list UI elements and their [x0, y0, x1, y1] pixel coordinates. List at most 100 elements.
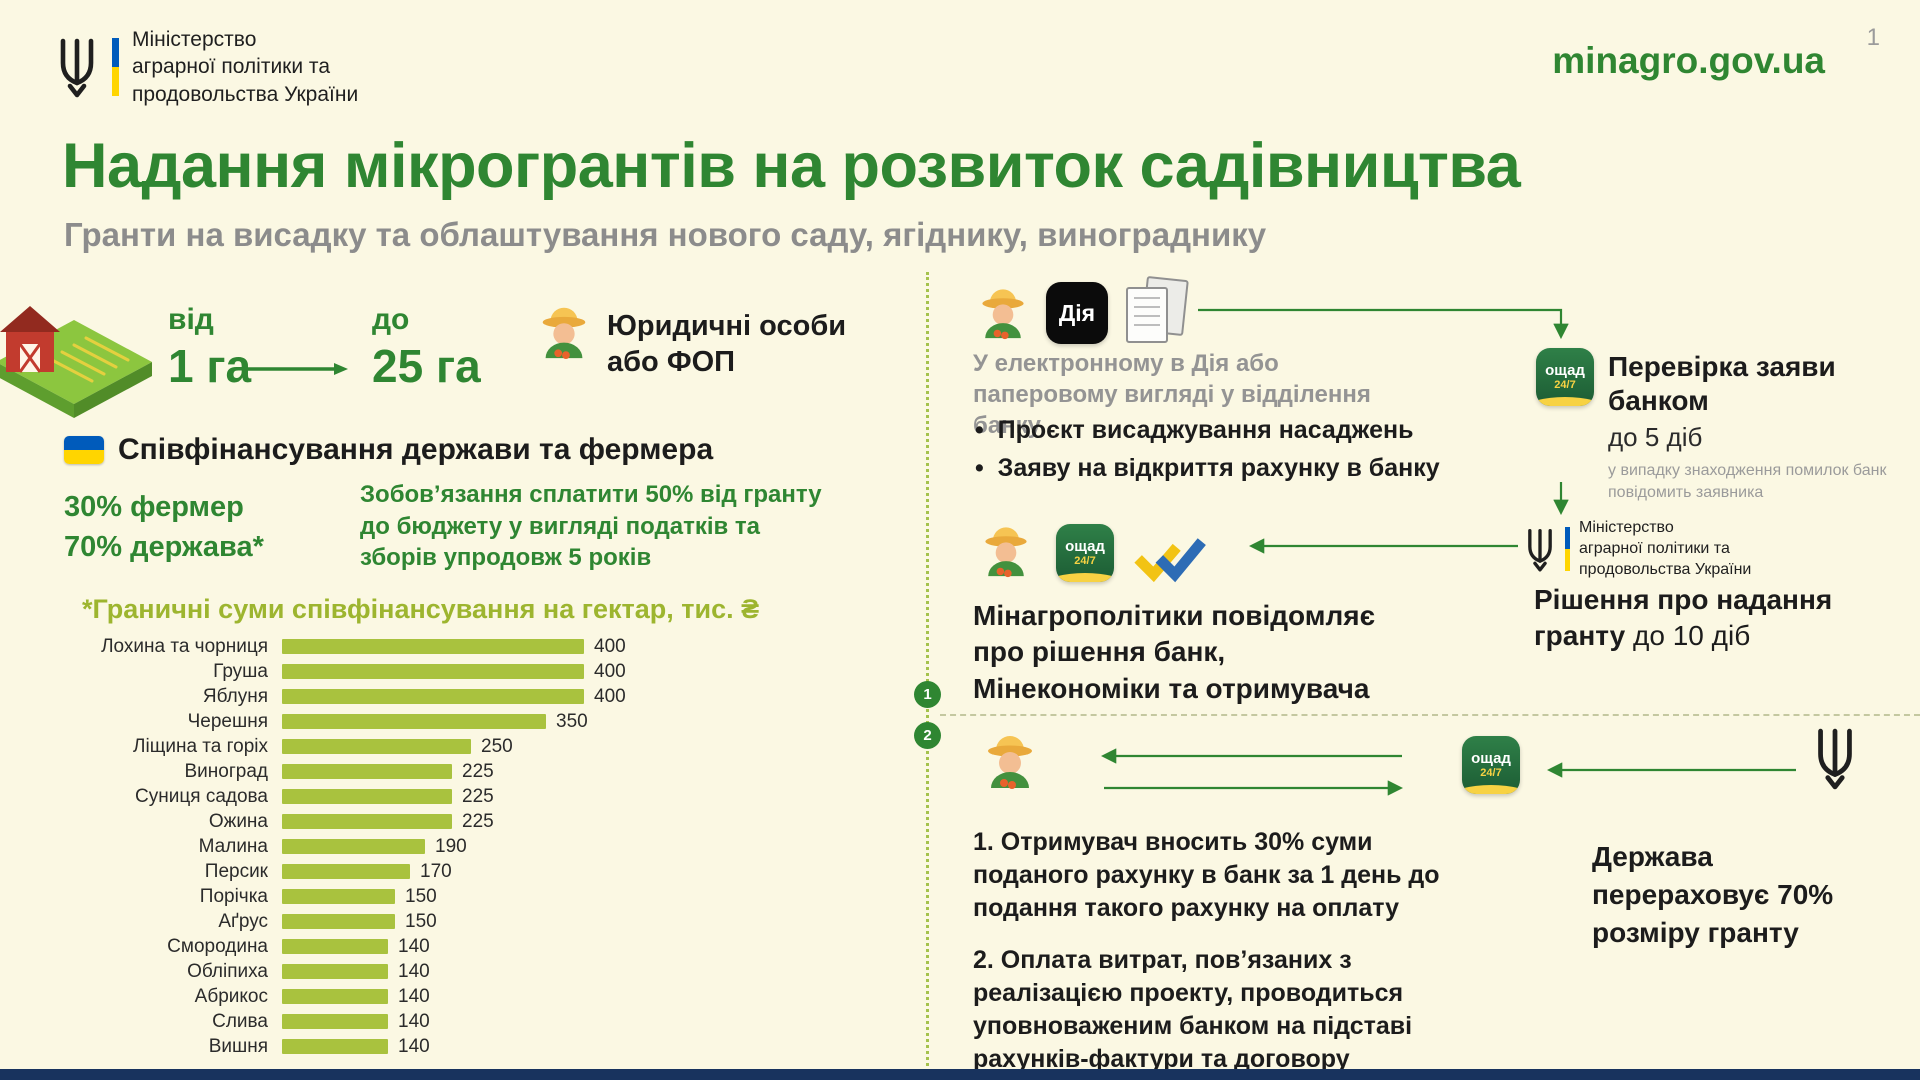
chart-value-label: 170: [420, 860, 452, 882]
chart-bar: [282, 814, 452, 829]
chart-value-label: 190: [435, 835, 467, 857]
submission-bullets: Проєкт висаджування насаджень Заяву на в…: [975, 412, 1440, 487]
site-link[interactable]: minagro.gov.ua: [1552, 40, 1825, 81]
flag-bar-icon: [1565, 527, 1570, 572]
chart-row: Порічка 150: [64, 884, 626, 909]
farmer-icon: [542, 307, 586, 360]
area-to-value: 25 га: [372, 340, 481, 392]
trident-icon: [1818, 728, 1852, 790]
ministry-name-line: продовольства України: [132, 82, 359, 106]
chart-value-label: 400: [594, 660, 626, 682]
chart-category-label: Ліщина та горіх: [133, 735, 268, 757]
step-1-badge: 1: [914, 681, 941, 708]
chart-bar: [282, 789, 452, 804]
payment-step-1-text: 1. Отримувач вносить 30% суми поданого р…: [973, 828, 1440, 922]
chart-row: Малина 190: [64, 834, 626, 859]
chart-bar: [282, 939, 388, 954]
vertical-dotted-divider: [926, 272, 929, 1066]
chart-value-label: 140: [398, 1035, 430, 1057]
chart-row: Виноград 225: [64, 759, 626, 784]
cofinancing-title: Співфінансування держави та фермера: [118, 433, 714, 466]
ukraine-flag-icon: [64, 436, 104, 464]
decision-title: Рішення про надання гранту: [1534, 584, 1833, 651]
page-subtitle: Гранти на висадку та облаштування нового…: [64, 216, 1267, 253]
chart-category-label: Лохина та чорниця: [101, 635, 268, 657]
decision-term: до 10 діб: [1633, 619, 1751, 651]
chart-row: Ожина 225: [64, 809, 626, 834]
chart-row: Ліщина та горіх 250: [64, 734, 626, 759]
payment-step-2-text: 2. Оплата витрат, пов’язаних з реалізаці…: [973, 946, 1413, 1073]
chart-bar: [282, 1014, 388, 1029]
ministry-node: Міністерство аграрної політики та продов…: [1524, 518, 1751, 580]
diia-app-icon: Дія: [1046, 282, 1108, 344]
chart-category-label: Черешня: [187, 710, 268, 732]
chart-category-label: Груша: [213, 660, 268, 682]
oschad-badge: 24/7: [1480, 767, 1502, 779]
farmer-icon: [985, 527, 1027, 578]
chart-category-label: Виноград: [184, 760, 269, 782]
verification-title: Перевірка заяви банком: [1608, 351, 1836, 417]
ministry-name: Міністерство аграрної політики та продов…: [132, 26, 358, 108]
chart-row: Черешня 350: [64, 709, 626, 734]
area-from-label: від: [168, 303, 214, 336]
cofinancing-shares: 30% фермер 70% держава*: [64, 487, 264, 567]
chart-row: Суниця садова 225: [64, 784, 626, 809]
chart-bar: [282, 964, 388, 979]
chart-bar: [282, 714, 546, 729]
chart-value-label: 150: [405, 885, 437, 907]
chart-rows: Лохина та чорниця 400 Груша 400 Яблуня 400 Чер…: [64, 634, 626, 1059]
chart-bar: [282, 989, 388, 1004]
chart-bar: [282, 739, 471, 754]
ministry-name-line: аграрної політики та: [132, 55, 330, 79]
notification-text: Мінагрополітики повідомляє про рішення б…: [973, 600, 1376, 704]
farmer-share: 30% фермер: [64, 491, 244, 523]
chart-value-label: 225: [462, 760, 494, 782]
footer-strip: [0, 1069, 1920, 1080]
chart-bar: [282, 689, 584, 704]
submission-bullet: Заяву на відкриття рахунку в банку: [975, 450, 1440, 488]
chart-bar: [282, 839, 425, 854]
chart-category-label: Вишня: [208, 1035, 268, 1057]
chart-value-label: 400: [594, 685, 626, 707]
chart-value-label: 140: [398, 935, 430, 957]
chart-category-label: Обліпиха: [187, 960, 268, 982]
oschad-label: ощад: [1545, 362, 1585, 379]
chart-bar: [282, 914, 395, 929]
chart-bar: [282, 864, 410, 879]
farm-illustration: [0, 306, 152, 418]
area-to-label: до: [372, 303, 410, 336]
chart-value-label: 140: [398, 960, 430, 982]
ministry-brand: Міністерство аграрної політики та продов…: [55, 26, 358, 108]
chart-category-label: Яблуня: [202, 685, 268, 707]
chart-row: Абрикос 140: [64, 984, 626, 1009]
ministry-name-line: продовольства України: [1579, 560, 1752, 578]
mineconomy-check-icon: [1134, 538, 1206, 583]
chart-value-label: 225: [462, 785, 494, 807]
page-title: Надання мікрогрантів на розвиток садівни…: [62, 131, 1521, 201]
chart-title: *Граничні суми співфінансування на гекта…: [82, 594, 760, 624]
chart-category-label: Суниця садова: [135, 785, 268, 807]
chart-category-label: Слива: [212, 1010, 268, 1032]
chart-value-label: 140: [398, 985, 430, 1007]
oschad-badge: 24/7: [1554, 379, 1576, 391]
oschad-bank-icon: ощад 24/7: [1536, 348, 1594, 406]
area-from: від 1 га: [168, 303, 251, 393]
chart-category-label: Ожина: [208, 810, 268, 832]
ministry-name-line: Міністерство: [1579, 519, 1674, 536]
chart-value-label: 140: [398, 1010, 430, 1032]
chart-value-label: 400: [594, 635, 626, 657]
trident-icon: [1528, 528, 1552, 572]
chart-value-label: 150: [405, 910, 437, 932]
chart-bar: [282, 664, 584, 679]
verification-term: до 5 діб: [1608, 422, 1703, 452]
flag-bar-icon: [112, 37, 119, 96]
chart-row: Яблуня 400: [64, 684, 626, 709]
chart-row: Аґрус 150: [64, 909, 626, 934]
chart-bar: [282, 889, 395, 904]
chart-row: Лохина та чорниця 400: [64, 634, 626, 659]
obligation-text: Зобов’язання сплатити 50% від гранту до …: [360, 481, 822, 572]
chart-row: Слива 140: [64, 1009, 626, 1034]
decision-text: Рішення про надання гранту до 10 діб: [1534, 582, 1889, 654]
chart-value-label: 225: [462, 810, 494, 832]
